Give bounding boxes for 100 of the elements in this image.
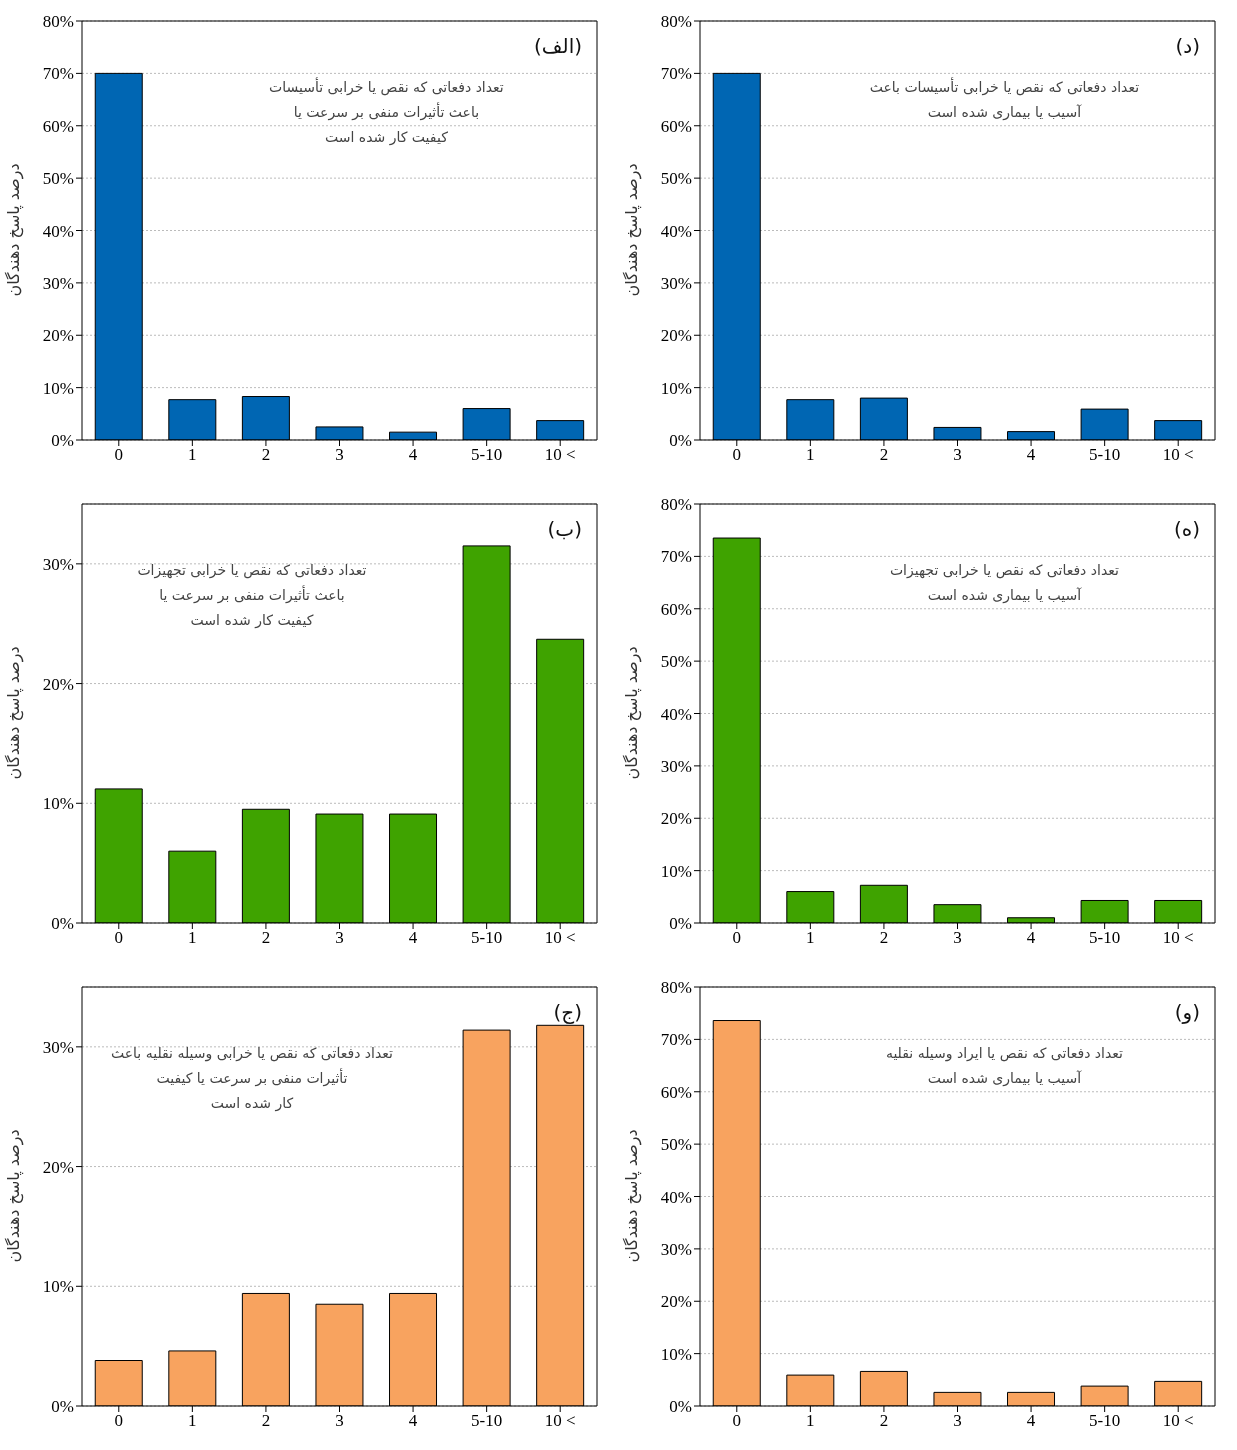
y-tick-label: 30% (660, 756, 692, 776)
x-tick-label: 5-10 (1089, 445, 1121, 465)
y-axis-title: درصد پاسخ دهندگان (622, 646, 642, 780)
y-tick-label: 70% (660, 547, 692, 567)
y-tick-label: 40% (660, 221, 692, 241)
y-tick-label: 50% (660, 652, 692, 672)
y-tick-label: 10% (660, 378, 692, 398)
x-tick-label: 5-10 (471, 928, 503, 948)
annotation: (و) (1174, 1000, 1200, 1024)
annotation: تعداد دفعاتی که نقص یا خرابی تأسیسات باعث تأثیرات منفی بر سرعت یا کیفیت کار شده است (268, 76, 505, 148)
y-tick-label: 30% (42, 1037, 74, 1057)
x-tick-label: 1 (188, 445, 197, 465)
annotation: (د) (1175, 34, 1200, 58)
y-tick-label: 20% (660, 809, 692, 829)
y-tick-label: 50% (42, 169, 74, 189)
x-tick-label: 1 (806, 1411, 815, 1431)
x-tick-label: 2 (261, 1411, 271, 1431)
x-tick-label: 5-10 (471, 1411, 503, 1431)
y-tick-label: 0% (669, 1397, 692, 1417)
y-tick-label: 0% (51, 914, 74, 934)
x-tick-label: 10 < (544, 928, 576, 948)
y-tick-label: 50% (660, 1135, 692, 1155)
y-tick-label: 80% (660, 495, 692, 515)
annotation: تعداد دفعاتی که نقص یا ایراد وسیله نقلیه آسیب یا بیماری شده است (884, 1044, 1124, 1089)
y-tick-label: 10% (660, 861, 692, 881)
y-tick-label: 20% (42, 326, 74, 346)
y-tick-label: 10% (42, 1277, 74, 1297)
x-tick-label: 0 (114, 445, 124, 465)
y-tick-label: 70% (660, 1030, 692, 1050)
x-tick-label: 3 (953, 445, 962, 465)
x-tick-label: 1 (188, 928, 197, 948)
x-tick-label: 10 < (544, 445, 576, 465)
y-tick-label: 20% (42, 1157, 74, 1177)
x-tick-label: 0 (114, 928, 124, 948)
x-tick-label: 0 (114, 1411, 124, 1431)
y-tick-label: 80% (42, 12, 74, 32)
y-tick-label: 10% (42, 794, 74, 814)
y-tick-label: 0% (669, 914, 692, 934)
x-tick-label: 0 (732, 928, 742, 948)
y-axis-title: درصد پاسخ دهندگان (622, 1129, 642, 1263)
y-tick-label: 10% (42, 378, 74, 398)
x-tick-label: 3 (953, 1411, 962, 1431)
x-tick-label: 4 (1026, 1411, 1036, 1431)
y-tick-label: 30% (42, 273, 74, 293)
x-tick-label: 10 < (544, 1411, 576, 1431)
x-tick-label: 2 (261, 445, 271, 465)
y-axis-title: درصد پاسخ دهندگان (4, 646, 24, 780)
annotation: تعداد دفعاتی که نقص یا خرابی تجهیزات آسیب یا بیماری شده است (888, 561, 1120, 606)
y-tick-label: 0% (51, 1397, 74, 1417)
y-axis-title: درصد پاسخ دهندگان (4, 163, 24, 297)
x-tick-label: 3 (953, 928, 962, 948)
y-axis-title: درصد پاسخ دهندگان (4, 1129, 24, 1263)
x-tick-label: 10 < (1162, 1411, 1194, 1431)
annotation: (ب) (547, 517, 582, 541)
x-tick-label: 4 (408, 928, 418, 948)
y-tick-label: 30% (660, 1239, 692, 1259)
x-tick-label: 10 < (1162, 445, 1194, 465)
annotation: تعداد دفعاتی که نقص یا خرابی وسیله نقلیه باعث تأثیرات منفی بر سرعت یا کیفیت کار شده است (109, 1044, 394, 1114)
annotation: تعداد دفعاتی که نقص یا خرابی تأسیسات باعث آسیب یا بیماری شده است (868, 76, 1141, 123)
annotation: تعداد دفعاتی که نقص یا خرابی تجهیزات باعث تأثیرات منفی بر سرعت یا کیفیت کار شده است (136, 561, 368, 631)
x-tick-label: 4 (408, 1411, 418, 1431)
y-tick-label: 0% (669, 431, 692, 451)
y-tick-label: 20% (42, 674, 74, 694)
y-tick-label: 60% (660, 599, 692, 619)
y-tick-label: 80% (660, 12, 692, 32)
x-tick-label: 2 (879, 445, 889, 465)
y-tick-label: 60% (42, 116, 74, 136)
x-tick-label: 4 (1026, 928, 1036, 948)
y-tick-label: 80% (660, 978, 692, 998)
y-tick-label: 20% (660, 1292, 692, 1312)
y-tick-label: 40% (660, 1187, 692, 1207)
x-tick-label: 5-10 (1089, 928, 1121, 948)
x-tick-label: 4 (408, 445, 418, 465)
y-tick-label: 70% (660, 64, 692, 84)
y-tick-label: 50% (660, 169, 692, 189)
x-tick-label: 4 (1026, 445, 1036, 465)
y-tick-label: 20% (660, 326, 692, 346)
annotation: (ه) (1173, 517, 1200, 541)
y-tick-label: 70% (42, 64, 74, 84)
x-tick-label: 5-10 (471, 445, 503, 465)
x-tick-label: 10 < (1162, 928, 1194, 948)
x-tick-label: 3 (335, 928, 344, 948)
y-tick-label: 30% (42, 554, 74, 574)
y-tick-label: 40% (660, 704, 692, 724)
y-tick-label: 40% (42, 221, 74, 241)
x-tick-label: 2 (879, 928, 889, 948)
x-tick-label: 0 (732, 445, 742, 465)
x-tick-label: 1 (806, 445, 815, 465)
annotation: (ج) (553, 1000, 582, 1024)
y-tick-label: 0% (51, 431, 74, 451)
y-tick-label: 60% (660, 116, 692, 136)
x-tick-label: 3 (335, 1411, 344, 1431)
x-tick-label: 0 (732, 1411, 742, 1431)
y-tick-label: 30% (660, 273, 692, 293)
x-tick-label: 5-10 (1089, 1411, 1121, 1431)
x-tick-label: 2 (879, 1411, 889, 1431)
x-tick-label: 1 (188, 1411, 197, 1431)
x-tick-label: 3 (335, 445, 344, 465)
x-tick-label: 1 (806, 928, 815, 948)
y-axis-title: درصد پاسخ دهندگان (622, 163, 642, 297)
